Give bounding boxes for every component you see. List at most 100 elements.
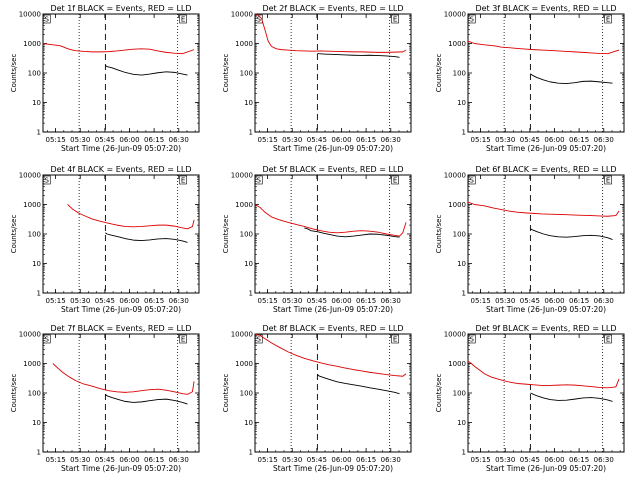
end-marker: E	[181, 16, 185, 24]
y-tick-label: 10000	[444, 172, 466, 180]
x-tick-label: 06:00	[119, 297, 139, 305]
panel-title: Det 8f BLACK = Events, RED = LLD	[262, 324, 403, 333]
y-tick-label: 1	[249, 290, 253, 298]
x-tick-label: 06:00	[544, 136, 564, 144]
panel-title: Det 1f BLACK = Events, RED = LLD	[50, 4, 191, 13]
y-tick-label: 1	[249, 129, 253, 137]
panel-axes-box	[467, 333, 625, 453]
x-tick-label: 06:15	[144, 136, 164, 144]
y-tick-label: 10000	[231, 11, 253, 19]
start-marker: S	[470, 336, 475, 344]
panel-title: Det 9f BLACK = Events, RED = LLD	[475, 324, 616, 333]
x-tick-label: 05:30	[70, 297, 90, 305]
x-axis-label: Start Time (26-Jun-09 05:07:20)	[273, 144, 393, 153]
start-marker-box	[254, 175, 263, 185]
panel-det-2: Det 2f BLACK = Events, RED = LLD 1 10 100 10…	[222, 4, 412, 153]
start-marker-box	[42, 334, 51, 344]
x-tick-label: 06:30	[594, 136, 614, 144]
x-tick-label: 05:15	[46, 136, 66, 144]
y-axis-label: Counts/sec	[10, 54, 18, 93]
start-marker: S	[257, 336, 262, 344]
x-tick-label: 05:15	[471, 297, 491, 305]
y-tick-label: 10000	[19, 172, 41, 180]
y-tick-label: 1	[37, 449, 41, 457]
x-tick-label: 05:15	[471, 136, 491, 144]
panel-axes-box	[254, 333, 412, 453]
x-tick-label: 05:15	[46, 456, 66, 464]
events-series-line	[105, 65, 188, 76]
x-tick-label: 06:00	[331, 456, 351, 464]
y-tick-label: 10	[244, 260, 253, 268]
x-tick-label: 06:30	[594, 297, 614, 305]
y-tick-label: 100	[28, 390, 41, 398]
x-tick-label: 05:30	[282, 456, 302, 464]
start-marker-box	[467, 175, 476, 185]
y-axis-label: Counts/sec	[222, 374, 230, 413]
panel-axes-box	[42, 174, 200, 294]
x-tick-label: 05:45	[307, 136, 327, 144]
x-tick-label: 05:45	[520, 136, 540, 144]
x-tick-label: 05:45	[95, 297, 115, 305]
x-tick-label: 06:15	[569, 136, 589, 144]
y-axis-label: Counts/sec	[222, 54, 230, 93]
end-marker: E	[606, 177, 610, 185]
start-marker: S	[470, 16, 475, 24]
end-marker: E	[181, 177, 185, 185]
x-tick-label: 06:30	[169, 297, 189, 305]
x-tick-label: 05:45	[520, 297, 540, 305]
y-axis-label: Counts/sec	[435, 215, 443, 254]
y-tick-label: 10000	[231, 331, 253, 339]
y-tick-label: 10	[457, 99, 466, 107]
panel-title: Det 4f BLACK = Events, RED = LLD	[50, 165, 191, 174]
panel-axes-box	[467, 174, 625, 294]
end-marker-box	[604, 334, 612, 344]
start-marker: S	[45, 336, 50, 344]
end-marker-box	[604, 175, 612, 185]
x-tick-label: 05:30	[282, 297, 302, 305]
x-tick-label: 06:00	[544, 297, 564, 305]
panel-title: Det 6f BLACK = Events, RED = LLD	[475, 165, 616, 174]
y-axis-label: Counts/sec	[222, 215, 230, 254]
lld-series-line	[42, 43, 195, 55]
y-tick-label: 10	[457, 419, 466, 427]
y-tick-label: 10000	[19, 331, 41, 339]
events-series-line	[317, 374, 400, 395]
events-series-line	[530, 392, 613, 402]
end-marker: E	[181, 336, 185, 344]
panel-title: Det 7f BLACK = Events, RED = LLD	[50, 324, 191, 333]
end-marker-box	[604, 14, 612, 24]
end-marker-box	[391, 334, 399, 344]
x-tick-label: 05:30	[495, 456, 515, 464]
y-axis-label: Counts/sec	[435, 374, 443, 413]
x-axis-label: Start Time (26-Jun-09 05:07:20)	[486, 305, 606, 314]
x-axis-label: Start Time (26-Jun-09 05:07:20)	[486, 144, 606, 153]
y-tick-label: 1	[462, 290, 466, 298]
start-marker-box	[467, 14, 476, 24]
start-marker: S	[470, 177, 475, 185]
end-marker-box	[179, 175, 187, 185]
y-tick-label: 1	[37, 290, 41, 298]
y-tick-label: 10	[32, 99, 41, 107]
panel-det-8: Det 8f BLACK = Events, RED = LLD 1 10 100 10…	[222, 324, 412, 473]
start-marker: S	[257, 16, 262, 24]
x-tick-label: 06:30	[169, 136, 189, 144]
y-tick-label: 1	[37, 129, 41, 137]
events-series-line	[105, 394, 188, 405]
y-tick-label: 100	[28, 70, 41, 78]
x-axis-label: Start Time (26-Jun-09 05:07:20)	[273, 464, 393, 473]
end-marker: E	[606, 16, 610, 24]
x-tick-label: 05:15	[46, 297, 66, 305]
x-tick-label: 06:30	[381, 456, 401, 464]
end-marker: E	[606, 336, 610, 344]
end-marker: E	[393, 177, 397, 185]
y-tick-label: 100	[240, 231, 253, 239]
lld-series-line	[467, 201, 620, 217]
y-tick-label: 100	[453, 390, 466, 398]
events-series-line	[105, 232, 188, 243]
x-tick-label: 06:15	[356, 456, 376, 464]
events-series-line	[317, 53, 400, 58]
y-tick-label: 1000	[448, 360, 466, 368]
lld-series-line	[67, 204, 195, 230]
start-marker: S	[257, 177, 262, 185]
lld-series-line	[467, 360, 620, 389]
